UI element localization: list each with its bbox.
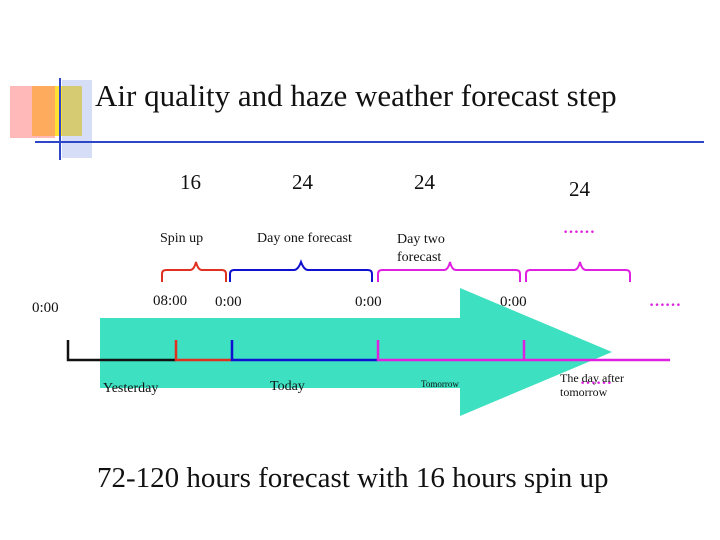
day-yesterday: Yesterday xyxy=(103,381,159,396)
hours-day-one: 24 xyxy=(292,170,313,194)
deco-pink-square xyxy=(10,86,55,138)
timeline-spin-up xyxy=(174,340,232,362)
time-start: 0:00 xyxy=(32,300,59,316)
timeline-day-one xyxy=(230,340,378,362)
hours-day-two: 24 xyxy=(414,170,435,194)
day-today: Today xyxy=(270,379,305,394)
timeline-yesterday xyxy=(66,340,176,362)
ellipsis-right: …… xyxy=(649,293,681,310)
page-title: Air quality and haze weather forecast st… xyxy=(95,78,617,113)
label-day-one-forecast: Day one forecast xyxy=(257,231,352,246)
summary-text: 72-120 hours forecast with 16 hours spin… xyxy=(97,462,609,494)
ellipsis-lower: …… xyxy=(580,371,612,388)
hours-day-after: 24 xyxy=(569,177,590,201)
hours-spin-up: 16 xyxy=(180,170,201,194)
label-day-two-forecast: Day two forecast xyxy=(397,232,445,265)
brace-spin-up xyxy=(161,261,227,282)
day-tomorrow: Tomorrow xyxy=(421,379,459,389)
time-day-after-start: 0:00 xyxy=(500,294,527,310)
time-spin-up-start: 08:00 xyxy=(153,293,188,309)
brace-day-one xyxy=(229,259,373,282)
timeline-day-two-onwards xyxy=(376,340,670,362)
brace-day-two xyxy=(377,261,521,282)
time-day-one-start: 0:00 xyxy=(215,294,242,310)
forecast-arrow xyxy=(100,288,612,416)
label-spin-up: Spin up xyxy=(160,231,204,246)
deco-blue-square xyxy=(62,80,92,158)
ellipsis-upper: …… xyxy=(563,220,595,237)
day-after-tomorrow: The day after tomorrow xyxy=(560,371,624,399)
time-day-two-start: 0:00 xyxy=(355,294,382,310)
brace-day-after xyxy=(525,261,631,282)
